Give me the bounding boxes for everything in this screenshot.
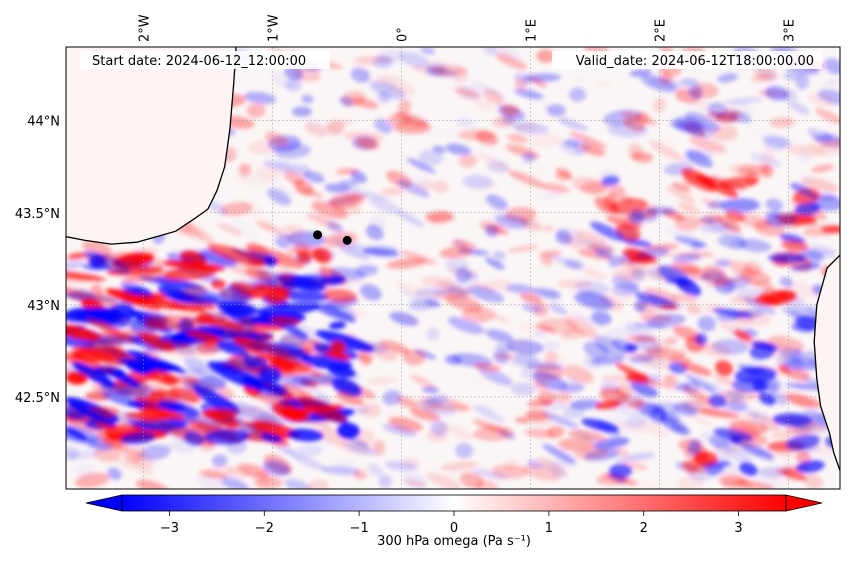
lon-tick-label: 3°E [782, 19, 797, 42]
longitude-tick-labels: 2°W 1°W 0° 1°E 2°E 3°E [137, 14, 797, 42]
start-date-label: Start date: 2024-06-12_12:00:00 [92, 54, 306, 69]
valid-date-label: Valid_date: 2024-06-12T18:00:00.00 [576, 54, 814, 69]
station-marker [313, 230, 323, 240]
colorbar-tick-label: 0 [450, 521, 458, 536]
coastline [66, 47, 840, 489]
colorbar-tick-label: 2 [640, 521, 648, 536]
lat-tick-label: 43°N [27, 299, 60, 314]
map-panel [65, 46, 841, 490]
latitude-tick-labels: 44°N 43.5°N 43°N 42.5°N [15, 115, 60, 406]
lat-tick-label: 43.5°N [15, 207, 60, 222]
coastline-west [66, 47, 237, 245]
land-area [66, 47, 237, 245]
colorbar-tick-label: −3 [160, 521, 179, 536]
colorbar-tick-label: 1 [545, 521, 553, 536]
colorbar-ticks: −3 −2 −1 0 1 2 3 [160, 511, 743, 536]
lon-tick-label: 0° [395, 27, 410, 42]
station-markers [313, 230, 352, 245]
lon-tick-label: 2°W [137, 14, 152, 42]
lat-tick-label: 42.5°N [15, 391, 60, 406]
lat-tick-label: 44°N [27, 115, 60, 130]
colorbar-label: 300 hPa omega (Pa s⁻¹) [377, 534, 531, 549]
colorbar-tick-label: −2 [255, 521, 274, 536]
colorbar: −3 −2 −1 0 1 2 3 300 hPa omega (Pa s⁻¹) [85, 494, 823, 549]
colorbar-tick-label: −1 [350, 521, 369, 536]
lon-tick-label: 1°W [266, 14, 281, 42]
land-area-east [814, 255, 840, 489]
station-marker [342, 235, 352, 245]
colorbar-tick-label: 3 [734, 521, 742, 536]
coastline-east [813, 254, 840, 471]
lon-tick-label: 2°E [653, 19, 668, 42]
lon-tick-label: 1°E [524, 19, 539, 42]
